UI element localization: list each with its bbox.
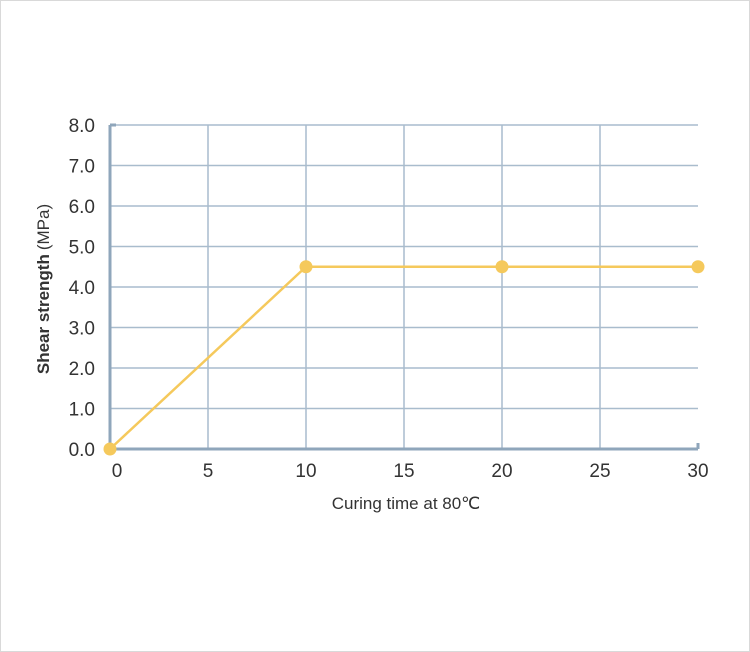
x-tick-label: 15	[393, 461, 414, 482]
x-tick-label: 5	[203, 461, 214, 482]
x-tick-label: 10	[295, 461, 316, 482]
y-tick-label: 7.0	[69, 157, 95, 178]
x-axis-label: Curing time at 80℃	[332, 494, 481, 513]
x-tick-label: 30	[687, 461, 708, 482]
data-point	[495, 260, 509, 274]
y-tick-label: 5.0	[69, 238, 95, 259]
axes	[108, 123, 700, 451]
y-tick-label: 4.0	[69, 278, 95, 299]
grid-lines	[110, 124, 698, 449]
x-tick-label: 25	[589, 461, 610, 482]
y-tick-label: 1.0	[69, 400, 95, 421]
y-tick-label: 6.0	[69, 197, 95, 218]
series-line	[109, 265, 698, 450]
data-point	[103, 442, 117, 456]
y-axis-label: Shear strength (MPa)	[34, 204, 53, 374]
y-tick-label: 0.0	[69, 440, 95, 461]
y-axis-label-unit: (MPa)	[34, 204, 53, 250]
y-tick-label: 2.0	[69, 359, 95, 380]
y-tick-label: 3.0	[69, 319, 95, 340]
y-tick-label: 8.0	[69, 116, 95, 137]
y-tick-labels: 0.0 1.0 2.0 3.0 4.0 5.0 6.0 7.0 8.0	[69, 116, 95, 461]
data-point	[299, 260, 313, 274]
x-tick-labels: 0 5 10 15 20 25 30	[112, 461, 709, 482]
data-point	[691, 260, 705, 274]
y-axis-label-text: Shear strength	[34, 254, 53, 374]
x-tick-label: 20	[491, 461, 512, 482]
x-tick-label: 0	[112, 461, 123, 482]
series-group	[103, 260, 705, 456]
